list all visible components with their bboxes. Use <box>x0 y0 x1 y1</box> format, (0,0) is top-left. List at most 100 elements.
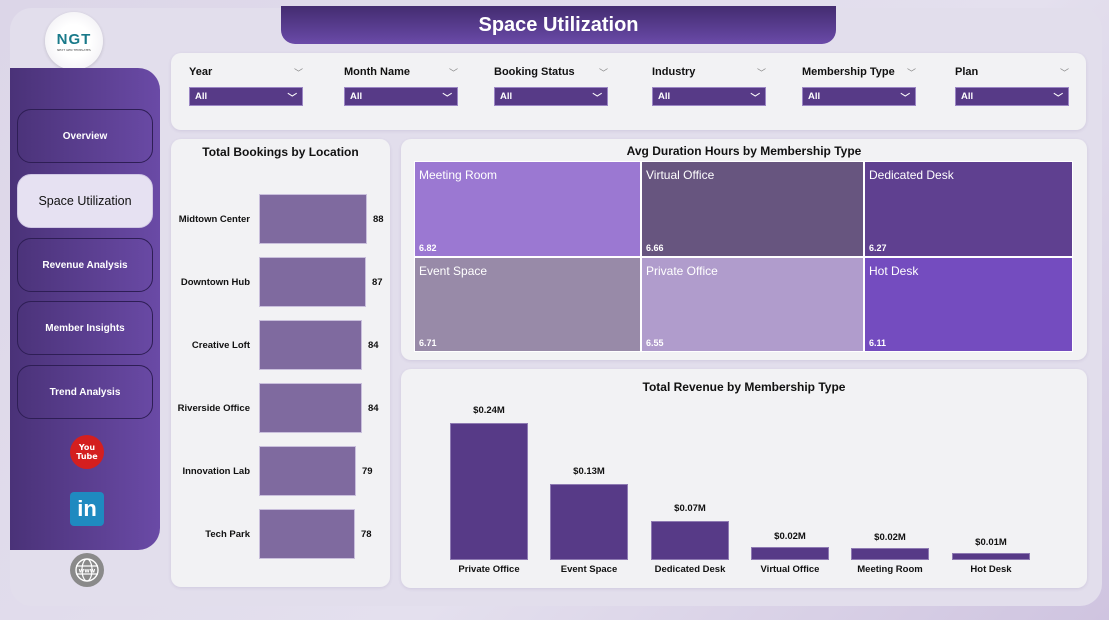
industry-dropdown[interactable]: All ﹀ <box>652 87 766 106</box>
filter-label: Industry <box>652 66 696 78</box>
chevron-down-icon: ﹀ <box>287 92 297 104</box>
chart-title: Avg Duration Hours by Membership Type <box>626 144 862 158</box>
tile-label: Event Space <box>419 264 488 278</box>
youtube-icon[interactable]: You Tube <box>70 435 104 469</box>
bar-value: $0.13M <box>573 466 605 477</box>
tile-value: 6.71 <box>419 338 437 348</box>
treemap-tile[interactable]: Event Space 6.71 <box>414 257 641 352</box>
bar-label: Hot Desk <box>970 564 1012 575</box>
bar-label: Innovation Lab <box>182 465 250 477</box>
bar-value: 78 <box>361 528 372 540</box>
website-icon[interactable]: www <box>70 553 104 587</box>
tile-value: 6.82 <box>419 243 437 253</box>
bar-column[interactable]: $0.02M Virtual Office <box>751 369 829 588</box>
tile-label: Dedicated Desk <box>869 168 954 182</box>
bar-column[interactable]: $0.01M Hot Desk <box>952 369 1030 588</box>
bar[interactable] <box>450 423 528 560</box>
chevron-down-icon[interactable]: ﹀ <box>756 68 766 78</box>
tile-value: 6.66 <box>646 243 664 253</box>
filter-month-name: Month Name ﹀ All ﹀ <box>344 66 458 106</box>
bar[interactable] <box>851 548 929 560</box>
bar-label: Midtown Center <box>178 213 250 225</box>
filter-plan: Plan ﹀ All ﹀ <box>955 66 1069 106</box>
bar-row[interactable]: Riverside Office 84 <box>171 383 390 433</box>
tile-label: Hot Desk <box>869 264 919 278</box>
bar[interactable] <box>751 547 829 560</box>
globe-icon: www <box>75 558 99 582</box>
year-dropdown[interactable]: All ﹀ <box>189 87 303 106</box>
filter-year: Year ﹀ All ﹀ <box>189 66 303 106</box>
ngt-logo: NGT NEXT GEN TEMPLATES <box>45 12 103 70</box>
chevron-down-icon: ﹀ <box>900 92 910 104</box>
dropdown-value: All <box>195 91 208 102</box>
bar-label: Virtual Office <box>760 564 820 575</box>
tile-label: Private Office <box>646 264 718 278</box>
chevron-down-icon: ﹀ <box>592 92 602 104</box>
sidebar-item-space-utilization[interactable]: Space Utilization <box>17 174 153 228</box>
youtube-label-bottom: Tube <box>76 452 98 461</box>
bar[interactable] <box>259 320 362 370</box>
linkedin-icon[interactable]: in <box>70 492 104 526</box>
bar-value: $0.07M <box>674 503 706 514</box>
bar[interactable] <box>651 521 729 560</box>
bar[interactable] <box>952 553 1030 560</box>
treemap-tile[interactable]: Meeting Room 6.82 <box>414 161 641 257</box>
dropdown-value: All <box>500 91 513 102</box>
treemap-tile[interactable]: Dedicated Desk 6.27 <box>864 161 1073 257</box>
treemap-tile[interactable]: Hot Desk 6.11 <box>864 257 1073 352</box>
month-name-dropdown[interactable]: All ﹀ <box>344 87 458 106</box>
dropdown-value: All <box>658 91 671 102</box>
bar[interactable] <box>259 257 366 307</box>
chevron-down-icon: ﹀ <box>750 92 760 104</box>
sidebar-item-trend-analysis[interactable]: Trend Analysis <box>17 365 153 419</box>
bar[interactable] <box>259 509 355 559</box>
sidebar-item-overview[interactable]: Overview <box>17 109 153 163</box>
sidebar: Overview Space Utilization Revenue Analy… <box>10 68 160 550</box>
bar[interactable] <box>259 383 362 433</box>
chevron-down-icon: ﹀ <box>442 92 452 104</box>
bar-label: Tech Park <box>205 528 250 540</box>
plan-dropdown[interactable]: All ﹀ <box>955 87 1069 106</box>
bar-column[interactable]: $0.13M Event Space <box>550 369 628 588</box>
chevron-down-icon[interactable]: ﹀ <box>906 68 916 78</box>
booking-status-dropdown[interactable]: All ﹀ <box>494 87 608 106</box>
sidebar-item-revenue-analysis[interactable]: Revenue Analysis <box>17 238 153 292</box>
chevron-down-icon[interactable]: ﹀ <box>293 68 303 78</box>
bar-value: 84 <box>368 339 379 351</box>
bookings-by-location-chart: Total Bookings by Location Midtown Cente… <box>171 139 390 587</box>
sidebar-item-member-insights[interactable]: Member Insights <box>17 301 153 355</box>
bar-row[interactable]: Downtown Hub 87 <box>171 257 390 307</box>
dropdown-value: All <box>808 91 821 102</box>
filter-label: Year <box>189 66 213 78</box>
chevron-down-icon[interactable]: ﹀ <box>1059 68 1069 78</box>
chart-title: Total Revenue by Membership Type <box>642 380 846 394</box>
bar-row[interactable]: Tech Park 78 <box>171 509 390 559</box>
bar-value: 84 <box>368 402 379 414</box>
bar-row[interactable]: Innovation Lab 79 <box>171 446 390 496</box>
page-title: Space Utilization <box>281 6 836 44</box>
chart-title: Total Bookings by Location <box>202 145 359 159</box>
bar-label: Private Office <box>458 564 520 575</box>
membership-type-dropdown[interactable]: All ﹀ <box>802 87 916 106</box>
chevron-down-icon[interactable]: ﹀ <box>448 68 458 78</box>
bar-row[interactable]: Creative Loft 84 <box>171 320 390 370</box>
bar[interactable] <box>259 194 367 244</box>
logo-text: NGT <box>56 30 92 48</box>
treemap-tile[interactable]: Private Office 6.55 <box>641 257 864 352</box>
chevron-down-icon[interactable]: ﹀ <box>598 68 608 78</box>
avg-duration-treemap: Avg Duration Hours by Membership Type Me… <box>401 139 1087 360</box>
bar-column[interactable]: $0.24M Private Office <box>450 369 528 588</box>
bar-value: $0.02M <box>874 532 906 543</box>
bar-row[interactable]: Midtown Center 88 <box>171 194 390 244</box>
tile-label: Meeting Room <box>419 168 498 182</box>
filter-membership-type: Membership Type ﹀ All ﹀ <box>802 66 916 106</box>
bar[interactable] <box>259 446 356 496</box>
bar-label: Downtown Hub <box>180 276 250 288</box>
bar[interactable] <box>550 484 628 560</box>
bar-column[interactable]: $0.02M Meeting Room <box>851 369 929 588</box>
youtube-label-top: You <box>78 443 96 452</box>
treemap-tile[interactable]: Virtual Office 6.66 <box>641 161 864 257</box>
bar-value: 88 <box>373 213 384 225</box>
bar-column[interactable]: $0.07M Dedicated Desk <box>651 369 729 588</box>
tile-value: 6.55 <box>646 338 664 348</box>
